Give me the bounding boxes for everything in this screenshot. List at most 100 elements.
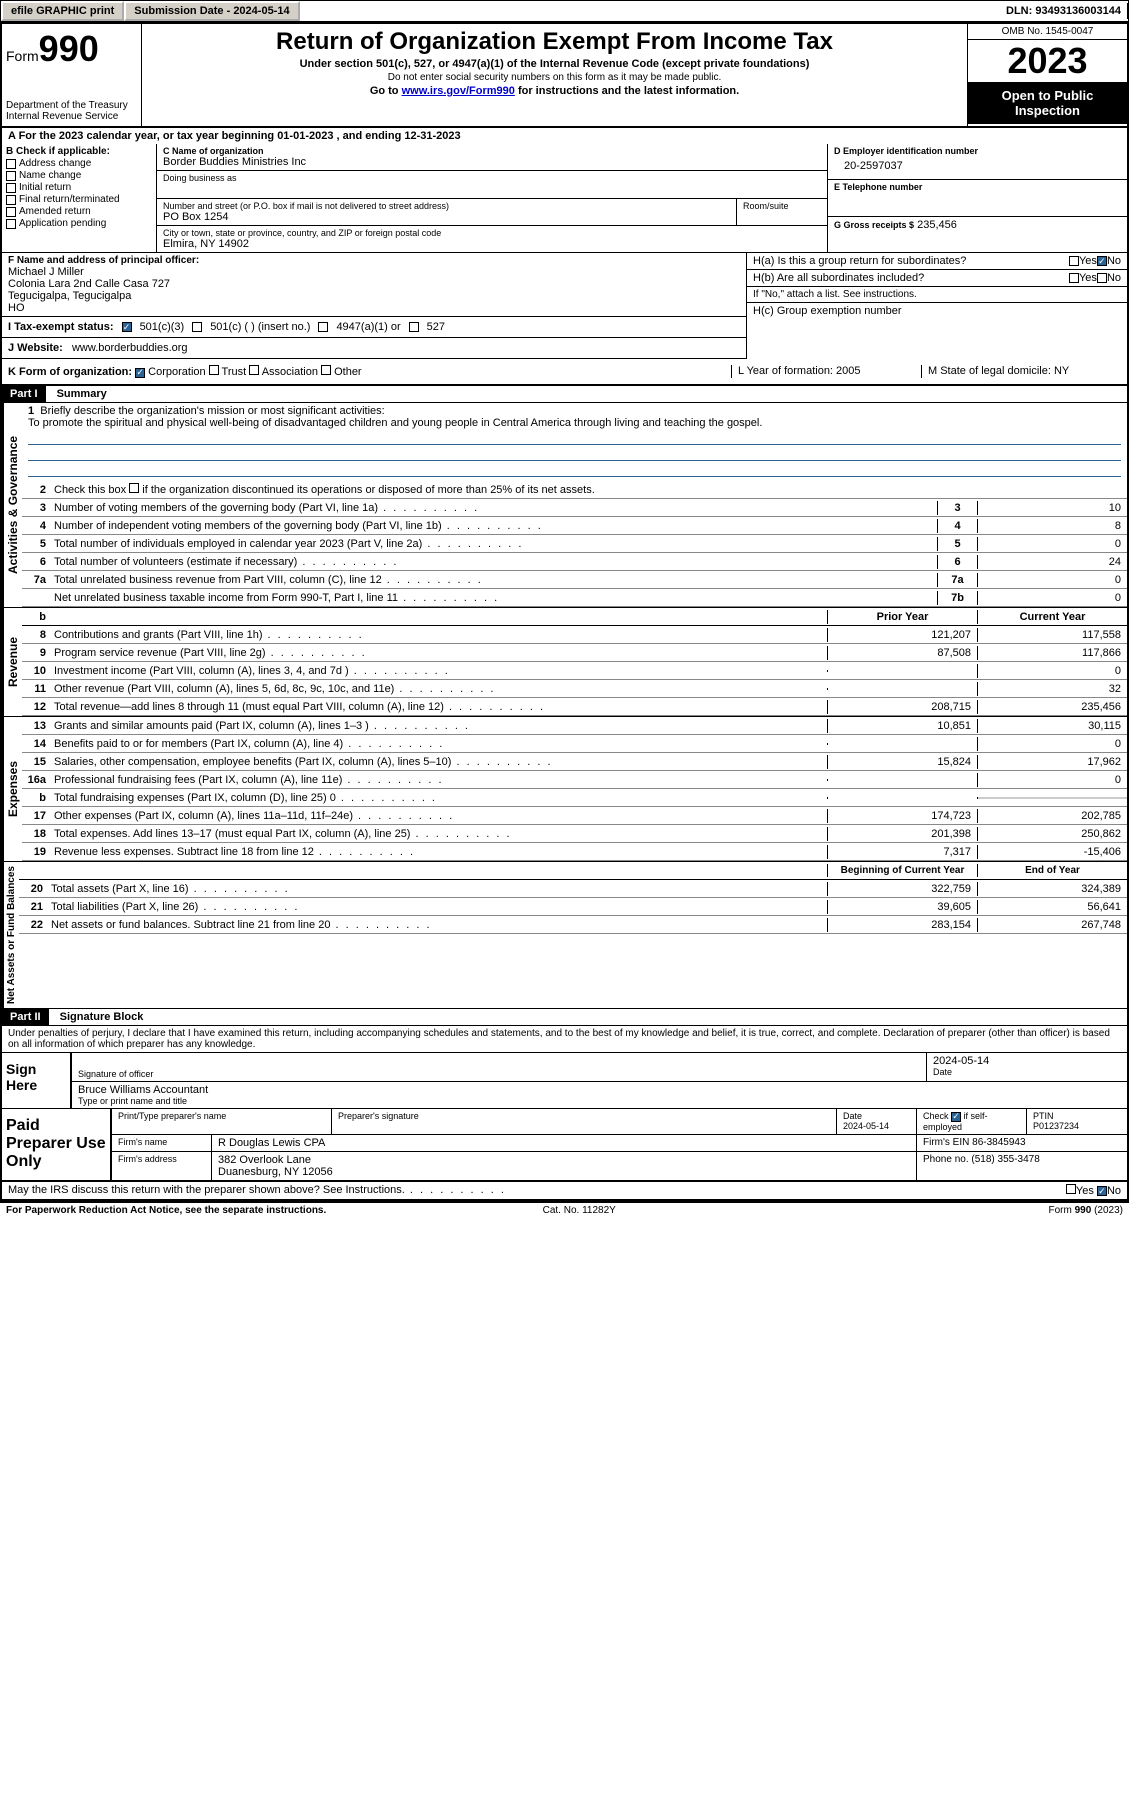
501c3-checkbox[interactable]: ✓ [122,322,132,332]
omb-number: OMB No. 1545-0047 [968,24,1127,40]
line-desc: Program service revenue (Part VIII, line… [50,646,827,660]
ha-label: H(a) Is this a group return for subordin… [753,255,1069,267]
ha-yes-checkbox[interactable] [1069,256,1079,266]
discuss-no-checkbox[interactable]: ✓ [1097,1186,1107,1196]
b-checkbox[interactable] [6,195,16,205]
f-label: F Name and address of principal officer: [8,255,740,266]
underline [28,447,1121,461]
current-year-val: 0 [977,664,1127,678]
prep-name-label: Print/Type preparer's name [112,1109,332,1134]
b-opt-label: Initial return [19,182,71,193]
governance-label: Activities & Governance [2,403,22,607]
4947-checkbox[interactable] [318,322,328,332]
current-year-val: 117,558 [977,628,1127,642]
prior-year-val [827,743,977,745]
mission-text: To promote the spiritual and physical we… [28,417,1121,429]
subtitle-2: Do not enter social security numbers on … [152,72,957,83]
line-desc: Total unrelated business revenue from Pa… [50,573,937,587]
subtitle-1: Under section 501(c), 527, or 4947(a)(1)… [152,58,957,70]
part-ii-title: Signature Block [52,1009,152,1025]
current-year-val: 0 [977,737,1127,751]
revenue-section: Revenue bPrior YearCurrent Year 8Contrib… [2,608,1127,717]
hb-no: No [1107,272,1121,284]
k-checkbox[interactable] [249,365,259,375]
goto-pre: Go to [370,85,402,97]
opt-4947: 4947(a)(1) or [336,321,400,333]
line-num: 5 [937,537,977,551]
part-i-tag: Part I [2,386,46,402]
k-checkbox[interactable] [209,365,219,375]
hb-no-checkbox[interactable] [1097,273,1107,283]
line-num: 7b [937,591,977,605]
form-number: 990 [39,28,99,69]
501c-checkbox[interactable] [192,322,202,332]
discuss-row: May the IRS discuss this return with the… [2,1182,1127,1201]
footer-right: Form 990 (2023) [1049,1205,1123,1216]
b-opt-label: Name change [19,170,81,181]
line-desc: Net assets or fund balances. Subtract li… [47,918,827,932]
irs-link[interactable]: www.irs.gov/Form990 [402,85,515,97]
b-checkbox[interactable] [6,219,16,229]
current-year-val: 235,456 [977,700,1127,714]
block-f: F Name and address of principal officer:… [2,253,746,317]
ha-no-checkbox[interactable]: ✓ [1097,256,1107,266]
submission-date-button[interactable]: Submission Date - 2024-05-14 [124,1,299,21]
line-num: 7a [937,573,977,587]
line-desc: Number of voting members of the governin… [50,501,937,515]
current-year-val: 117,866 [977,646,1127,660]
row-a-tax-year: A For the 2023 calendar year, or tax yea… [2,128,1127,144]
line-val: 10 [977,501,1127,515]
opt-527: 527 [427,321,445,333]
prior-year-val [827,670,977,672]
line-desc: Total number of individuals employed in … [50,537,937,551]
room-label: Room/suite [743,201,821,211]
b-header: B Check if applicable: [6,146,152,157]
part-i-header: Part I Summary [2,386,1127,403]
line-desc: Total number of volunteers (estimate if … [50,555,937,569]
officer-print-name: Bruce Williams Accountant [78,1084,1121,1096]
b-checkbox[interactable] [6,183,16,193]
gross-receipts: 235,456 [917,219,957,231]
discuss-yes-checkbox[interactable] [1066,1184,1076,1194]
prior-year-val: 322,759 [827,882,977,896]
current-year-val: 56,641 [977,900,1127,914]
b-checkbox[interactable] [6,159,16,169]
k-checkbox[interactable]: ✓ [135,368,145,378]
line-desc: Professional fundraising fees (Part IX, … [50,773,827,787]
paid-preparer-block: Paid Preparer Use Only Print/Type prepar… [2,1109,1127,1182]
line-val: 24 [977,555,1127,569]
line2-checkbox[interactable] [129,483,139,493]
ptin-value: P01237234 [1033,1121,1079,1131]
netassets-label: Net Assets or Fund Balances [2,862,19,1008]
prep-date: 2024-05-14 [843,1121,889,1131]
line-desc: Total liabilities (Part X, line 26) [47,900,827,914]
firm-name: R Douglas Lewis CPA [212,1135,917,1151]
527-checkbox[interactable] [409,322,419,332]
block-j: J Website: www.borderbuddies.org [2,338,746,359]
current-year-val: 32 [977,682,1127,696]
tax-year: 2023 [968,40,1127,82]
k-checkbox[interactable] [321,365,331,375]
form-title: Return of Organization Exempt From Incom… [152,28,957,56]
ptin-label: PTIN [1033,1111,1054,1121]
ein-value: 20-2597037 [834,156,1121,176]
line-desc: Investment income (Part VIII, column (A)… [50,664,827,678]
hb-yes-checkbox[interactable] [1069,273,1079,283]
efile-print-button[interactable]: efile GRAPHIC print [1,1,124,21]
paid-preparer-label: Paid Preparer Use Only [2,1109,112,1180]
prior-year-val: 39,605 [827,900,977,914]
irs-label: Internal Revenue Service [6,111,137,122]
officer-addr2: Tegucigalpa, Tegucigalpa [8,290,740,302]
block-b: B Check if applicable: Address changeNam… [2,144,157,252]
firm-addr-label: Firm's address [112,1152,212,1180]
self-employed-checkbox[interactable]: ✓ [951,1112,961,1122]
b-checkbox[interactable] [6,207,16,217]
prior-year-val [827,797,977,799]
b-checkbox[interactable] [6,171,16,181]
line-num: 6 [937,555,977,569]
blocks-bcde: B Check if applicable: Address changeNam… [2,144,1127,253]
prior-year-val: 283,154 [827,918,977,932]
line-desc: Number of independent voting members of … [50,519,937,533]
block-i: I Tax-exempt status: ✓501(c)(3) 501(c) (… [2,317,746,338]
part-ii-header: Part II Signature Block [2,1009,1127,1026]
